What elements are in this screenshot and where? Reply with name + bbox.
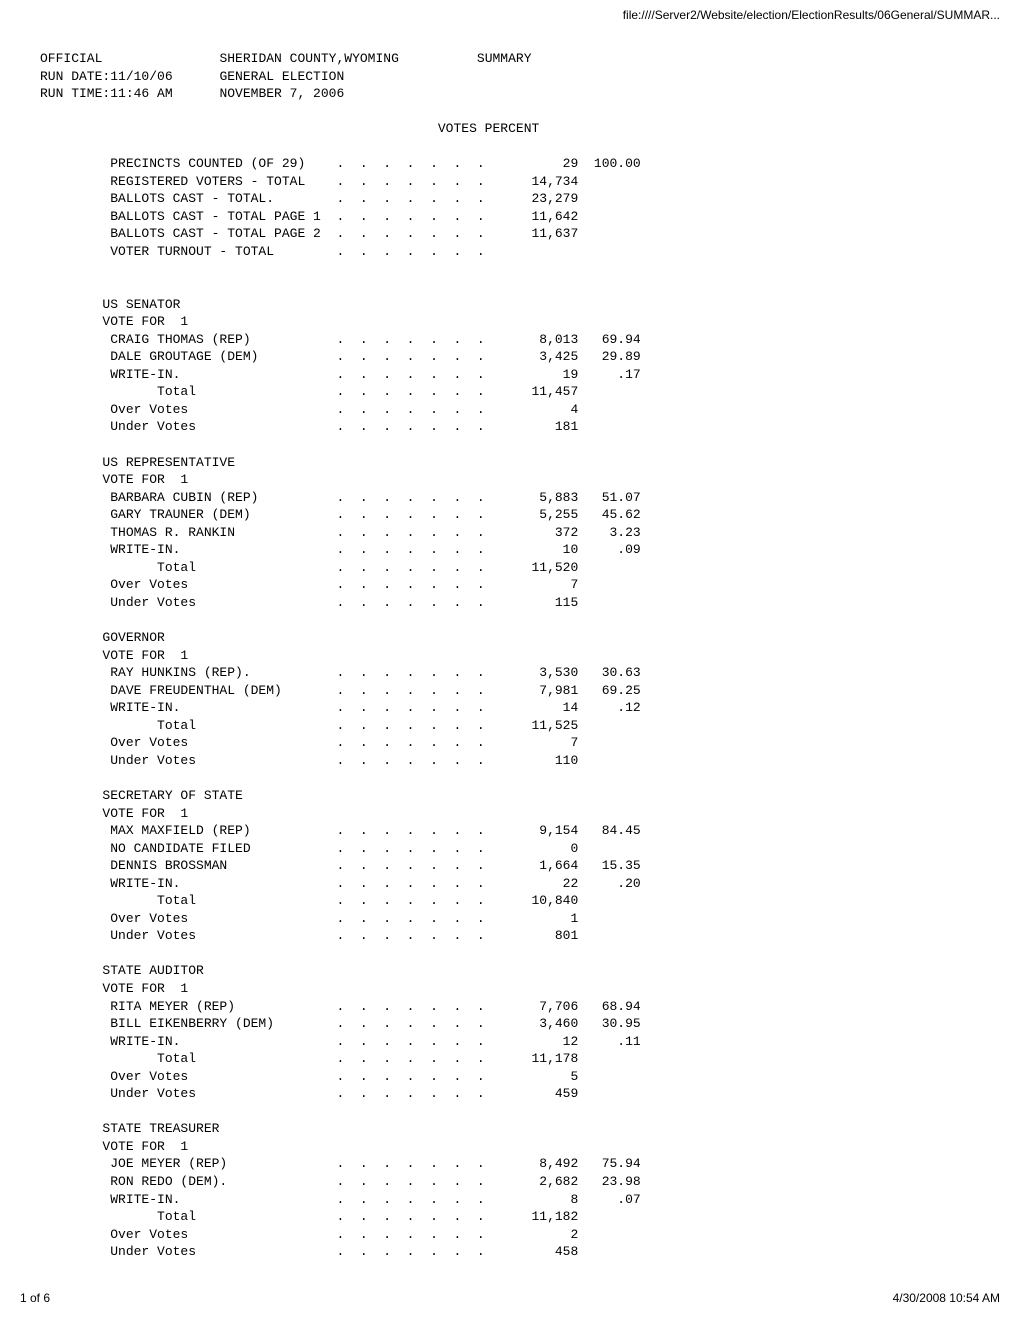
header-line-1: OFFICIAL SHERIDAN COUNTY,WYOMING SUMMARY: [40, 51, 532, 66]
precinct-block: PRECINCTS COUNTED (OF 29) . . . . . . . …: [40, 155, 980, 260]
document-body: OFFICIAL SHERIDAN COUNTY,WYOMING SUMMARY…: [0, 30, 1020, 1281]
page-footer: 1 of 6 4/30/2008 10:54 AM: [0, 1281, 1020, 1315]
url-path: file:////Server2/Website/election/Electi…: [0, 0, 1020, 30]
columns-header: VOTES PERCENT: [40, 121, 539, 136]
contests: US SENATOR VOTE FOR 1 CRAIG THOMAS (REP)…: [40, 278, 980, 1261]
header-line-3: RUN TIME:11:46 AM NOVEMBER 7, 2006: [40, 86, 344, 101]
header-line-2: RUN DATE:11/10/06 GENERAL ELECTION: [40, 69, 344, 84]
footer-timestamp: 4/30/2008 10:54 AM: [893, 1291, 1000, 1305]
footer-page-num: 1 of 6: [20, 1291, 50, 1305]
